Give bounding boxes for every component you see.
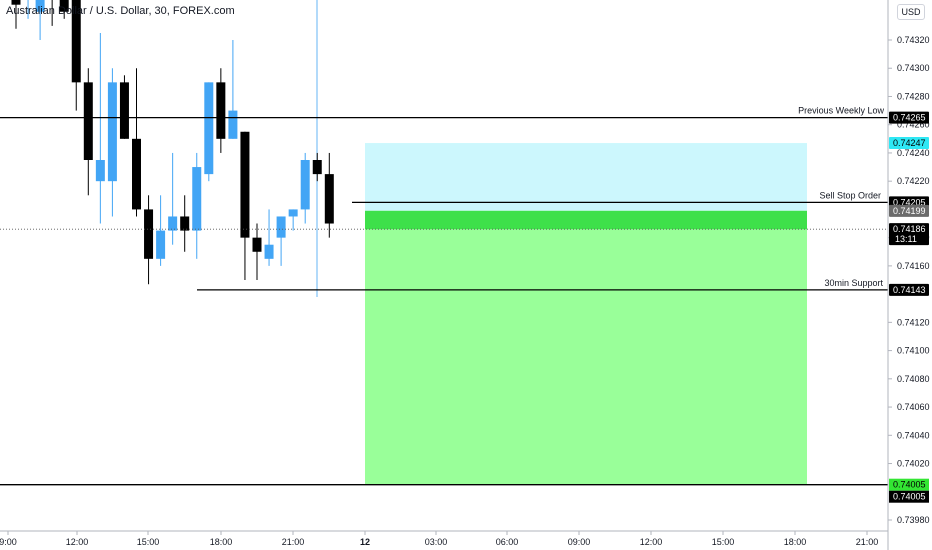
- candle-body: [119, 82, 129, 139]
- candle-body: [240, 131, 250, 238]
- candle-body: [312, 160, 322, 175]
- price-tick-label: 0.74100: [897, 346, 930, 356]
- price-tick-label: 0.73980: [897, 515, 930, 525]
- candle-body: [180, 216, 190, 231]
- price-tick-label: 0.74120: [897, 317, 930, 327]
- sell-stop-tag: 0.74205: [893, 197, 926, 207]
- candle-body: [35, 0, 45, 12]
- time-tick-label: 12:00: [66, 537, 89, 547]
- time-tick-label: 03:00: [425, 537, 448, 547]
- stop-tag: 0.74247: [893, 138, 926, 148]
- candle-body: [156, 230, 166, 259]
- candle-body: [228, 110, 238, 139]
- price-tick-label: 0.74160: [897, 261, 930, 271]
- candle-body: [216, 82, 226, 139]
- level-lines: Previous Weekly Low Sell Stop Order 30min …: [0, 106, 888, 486]
- price-tick-label: 0.74040: [897, 430, 930, 440]
- chart-title: Australian Dollar / U.S. Dollar, 30, FOR…: [6, 5, 235, 17]
- candle-body: [95, 160, 105, 182]
- profit-target-zone: [365, 210, 807, 485]
- time-tick-label: 15:00: [137, 537, 160, 547]
- price-tick-label: 0.74060: [897, 402, 930, 412]
- support-label: 30min Support: [824, 278, 883, 288]
- time-tick-label: 15:00: [712, 537, 735, 547]
- time-tick-label: 18:00: [784, 537, 807, 547]
- price-tick-label: 0.74240: [897, 148, 930, 158]
- weekly-low-tag: 0.74265: [893, 113, 926, 123]
- candle-body: [59, 0, 69, 12]
- candle-body: [107, 82, 117, 182]
- target-tag-bg: [889, 478, 929, 491]
- price-tick-label: 0.74080: [897, 374, 930, 384]
- support-tag: 0.74143: [893, 285, 926, 295]
- price-axis[interactable]: 0.743200.743000.742800.742600.742400.742…: [887, 0, 930, 550]
- time-tick-label: 18:00: [210, 537, 233, 547]
- candle-body: [11, 0, 21, 5]
- candle-body: [168, 216, 178, 231]
- candle-body: [204, 82, 214, 175]
- time-tick-label: 9:00: [0, 537, 17, 547]
- countdown-tag: 13:11: [895, 234, 917, 244]
- candle-body: [300, 160, 310, 210]
- target-line-tag: 0.74005: [893, 492, 926, 502]
- stop-tag-bg: [889, 137, 929, 150]
- sell-stop-label: Sell Stop Order: [819, 190, 881, 200]
- previous-weekly-low-label: Previous Weekly Low: [798, 106, 884, 116]
- candles: [11, 0, 334, 285]
- candle-body: [276, 216, 286, 238]
- time-axis[interactable]: 9:00 12:00 15:00 18:00 21:00 12 03:00 06:00 09:0…: [0, 530, 888, 547]
- weekly-low-tag-bg: [889, 111, 929, 124]
- candle-body: [144, 209, 154, 259]
- target-line-tag-bg: [889, 490, 929, 503]
- time-tick-label: 06:00: [496, 537, 519, 547]
- price-tick-label: 0.74280: [897, 91, 930, 101]
- stop-loss-zone: [365, 143, 807, 211]
- price-tick-label: 0.74320: [897, 35, 930, 45]
- time-tick-label: 21:00: [856, 537, 879, 547]
- time-tick-label: 09:00: [568, 537, 591, 547]
- candle-body: [252, 237, 262, 252]
- candle-body: [324, 174, 334, 224]
- candle-body: [132, 138, 141, 210]
- support-tag-bg: [889, 283, 929, 296]
- candle-body: [83, 82, 93, 160]
- candle-body: [288, 209, 298, 217]
- current-price-tag: 0.74186: [893, 224, 926, 234]
- entry-tag: 0.74199: [893, 206, 926, 216]
- entry-tag-bg: [889, 204, 929, 217]
- price-tick-label: 0.74260: [897, 120, 930, 130]
- target-tag: 0.74005: [893, 480, 926, 490]
- time-tick-label: 12: [360, 537, 370, 547]
- price-tick-label: 0.74300: [897, 63, 930, 73]
- price-tick-label: 0.74020: [897, 459, 930, 469]
- candle-body: [264, 244, 274, 259]
- time-tick-label: 21:00: [282, 537, 305, 547]
- position-zones: [365, 143, 807, 485]
- candle-body: [71, 0, 81, 83]
- time-tick-label: 12:00: [640, 537, 663, 547]
- currency-badge[interactable]: USD: [897, 4, 925, 20]
- current-price-tag-bg: [889, 223, 929, 246]
- price-tick-label: 0.74220: [897, 176, 930, 186]
- candle-body: [192, 167, 202, 231]
- entry-band: [365, 210, 807, 230]
